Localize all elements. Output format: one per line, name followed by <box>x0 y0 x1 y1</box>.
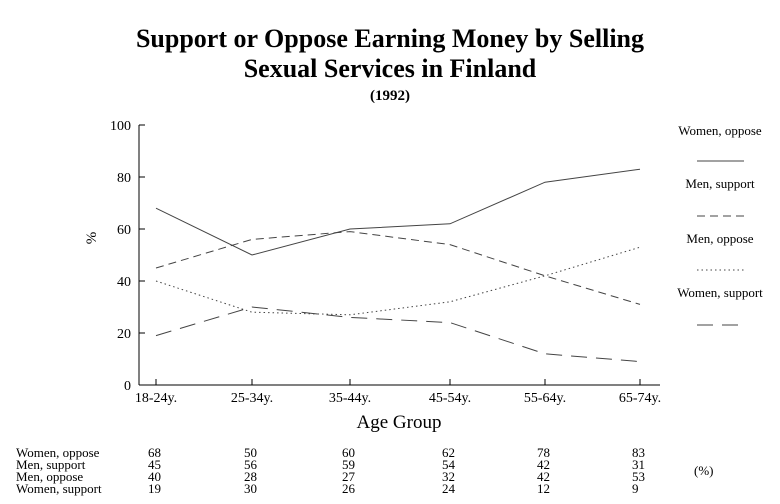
table-cell: 9 <box>632 481 639 496</box>
table-cell: 28 <box>244 469 257 484</box>
x-tick-label: 18-24y. <box>135 391 177 406</box>
table-cell: 68 <box>148 445 161 460</box>
table-cell: 42 <box>537 469 550 484</box>
y-tick-label: 0 <box>124 379 131 394</box>
y-tick-label: 60 <box>117 223 131 238</box>
table-cell: 42 <box>537 457 550 472</box>
table-row: Men, support 45 56 59 54 42 31 <box>0 457 780 472</box>
x-tick-label: 65-74y. <box>619 391 661 406</box>
table-cell: 78 <box>537 445 550 460</box>
series-line-4 <box>155 306 641 363</box>
table-cell: 30 <box>244 481 257 496</box>
table-unit: (%) <box>694 463 714 478</box>
table-cell: 40 <box>148 469 161 484</box>
table-cell: 62 <box>442 445 455 460</box>
chart-title-line1: Support or Oppose Earning Money by Selli… <box>135 24 645 53</box>
legend-label: Women, oppose <box>678 123 762 138</box>
table-cell: 32 <box>442 469 455 484</box>
table-cell: 31 <box>632 457 645 472</box>
table-row-label: Men, oppose <box>16 469 84 484</box>
table-cell: 56 <box>244 457 257 472</box>
legend-label: Women, support <box>677 285 763 300</box>
series-line-2 <box>155 231 641 305</box>
table-row: Women, support 19 30 26 24 12 9 <box>0 481 780 496</box>
series-line-1 <box>155 168 641 256</box>
table-cell: 60 <box>342 445 355 460</box>
table-row: Women, oppose 68 50 60 62 78 83 <box>0 445 780 460</box>
table-cell: 54 <box>442 457 455 472</box>
table-cell: 83 <box>632 445 645 460</box>
table-cell: 50 <box>244 445 257 460</box>
x-tick-label: 45-54y. <box>429 391 471 406</box>
chart-subtitle: (1992) <box>370 88 410 104</box>
table-row: Men, oppose 40 28 27 32 42 53 <box>0 469 780 484</box>
y-axis-label: % <box>84 232 100 245</box>
y-tick-label: 80 <box>117 171 131 186</box>
x-axis-label: Age Group <box>357 412 442 433</box>
x-tick-label: 35-44y. <box>329 391 371 406</box>
table-cell: 45 <box>148 457 161 472</box>
y-tick-label: 100 <box>110 119 131 134</box>
table-cell: 24 <box>442 481 455 496</box>
x-tick-label: 55-64y. <box>524 391 566 406</box>
table-cell: 26 <box>342 481 355 496</box>
y-tick-label: 40 <box>117 275 131 290</box>
table-row-label: Women, oppose <box>16 445 100 460</box>
x-tick-label: 25-34y. <box>231 391 273 406</box>
legend-label: Men, oppose <box>686 231 753 246</box>
table-row-label: Women, support <box>16 481 102 496</box>
table-cell: 27 <box>342 469 355 484</box>
table-cell: 12 <box>537 481 550 496</box>
chart-title-line2: Sexual Services in Finland <box>243 54 537 83</box>
table-cell: 59 <box>342 457 355 472</box>
series-line-3 <box>155 246 641 316</box>
table-cell: 19 <box>148 481 161 496</box>
legend-label: Men, support <box>685 176 755 191</box>
y-tick-label: 20 <box>117 327 131 342</box>
table-cell: 53 <box>632 469 645 484</box>
table-row-label: Men, support <box>16 457 86 472</box>
